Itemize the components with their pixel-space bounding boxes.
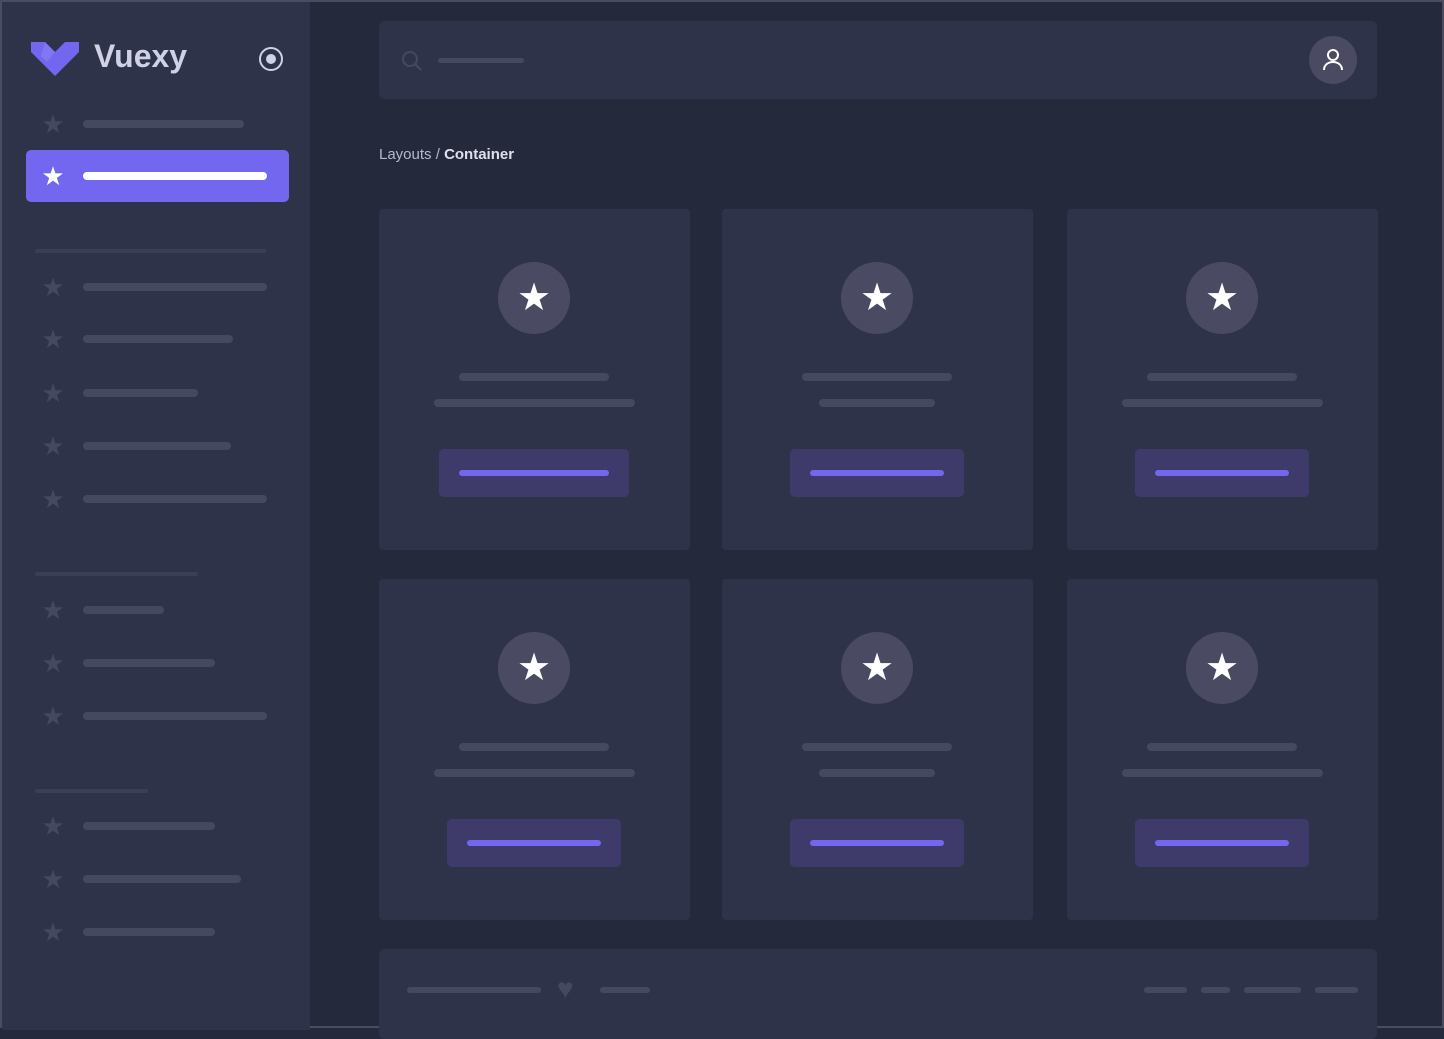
card-text <box>1121 769 1323 777</box>
star-icon: ★ <box>1186 632 1258 704</box>
search-icon[interactable] <box>401 50 423 72</box>
breadcrumb-current: Container <box>444 146 515 163</box>
card-text <box>1121 399 1323 407</box>
sidebar-item[interactable]: ★ <box>26 637 289 689</box>
footer-link[interactable] <box>1144 987 1187 993</box>
avatar[interactable] <box>1309 36 1357 84</box>
card-button[interactable] <box>439 449 629 497</box>
breadcrumb-parent[interactable]: Layouts <box>379 146 432 163</box>
sidebar: Vuexy ★ ★ ★ ★ ★ ★ ★ ★ ★ ★ ★ ★ ★ <box>2 2 310 1030</box>
sidebar-item[interactable]: ★ <box>26 800 289 852</box>
card: ★ <box>379 209 690 550</box>
card-text <box>819 769 935 777</box>
sidebar-item[interactable]: ★ <box>26 584 289 636</box>
card-button-label <box>1155 470 1289 476</box>
card: ★ <box>1067 579 1378 920</box>
card-button-label <box>467 840 601 846</box>
card: ★ <box>1067 209 1378 550</box>
card-title <box>802 743 952 751</box>
sidebar-item[interactable]: ★ <box>26 367 289 419</box>
card: ★ <box>722 579 1033 920</box>
card-button-label <box>459 470 609 476</box>
star-icon: ★ <box>41 161 65 191</box>
card-title <box>459 373 609 381</box>
card-button[interactable] <box>790 819 964 867</box>
vuexy-logo <box>31 42 79 76</box>
card-text <box>433 399 635 407</box>
star-icon: ★ <box>41 378 65 408</box>
card-text <box>433 769 635 777</box>
sidebar-item-label <box>83 495 267 503</box>
star-icon: ★ <box>41 864 65 894</box>
star-icon: ★ <box>41 811 65 841</box>
star-icon: ★ <box>498 262 570 334</box>
sidebar-item[interactable]: ★ <box>26 420 289 472</box>
top-navbar <box>379 21 1377 99</box>
sidebar-section-divider <box>35 789 148 793</box>
star-icon: ★ <box>41 648 65 678</box>
sidebar-item[interactable]: ★ <box>26 313 289 365</box>
card-title <box>1147 743 1297 751</box>
sidebar-item-label <box>83 822 215 830</box>
star-icon: ★ <box>41 431 65 461</box>
footer-link[interactable] <box>1315 987 1358 993</box>
search-input[interactable] <box>438 58 524 63</box>
card-button-label <box>810 840 944 846</box>
sidebar-item[interactable]: ★ <box>26 853 289 905</box>
sidebar-item-label <box>83 928 215 936</box>
brand-name: Vuexy <box>94 38 188 74</box>
sidebar-item-label <box>83 283 267 291</box>
card-button[interactable] <box>790 449 964 497</box>
card-title <box>1147 373 1297 381</box>
breadcrumb: Layouts / Container <box>379 146 514 163</box>
star-icon: ★ <box>41 917 65 947</box>
card-button[interactable] <box>1135 819 1309 867</box>
card-button[interactable] <box>447 819 621 867</box>
sidebar-item-label <box>83 120 244 128</box>
card-title <box>459 743 609 751</box>
star-icon: ★ <box>41 484 65 514</box>
star-icon: ★ <box>41 701 65 731</box>
sidebar-item-label <box>83 442 231 450</box>
sidebar-item-label <box>83 606 164 614</box>
footer-text <box>407 987 541 993</box>
card-title <box>802 373 952 381</box>
sidebar-item[interactable]: ★ <box>26 690 289 742</box>
star-icon: ★ <box>841 262 913 334</box>
sidebar-item[interactable]: ★ <box>26 150 289 202</box>
star-icon: ★ <box>1186 262 1258 334</box>
heart-icon: ♥ <box>557 973 574 1004</box>
star-icon: ★ <box>41 109 65 139</box>
card: ★ <box>722 209 1033 550</box>
footer-link[interactable] <box>1244 987 1301 993</box>
sidebar-section-divider <box>35 572 198 576</box>
footer: ♥ <box>379 949 1377 1039</box>
user-icon <box>1323 49 1343 71</box>
sidebar-item-label <box>83 389 198 397</box>
radio-circle-icon[interactable] <box>258 46 284 72</box>
card-button-label <box>1155 840 1289 846</box>
card: ★ <box>379 579 690 920</box>
sidebar-item-label <box>83 172 267 180</box>
star-icon: ★ <box>41 272 65 302</box>
card-text <box>819 399 935 407</box>
star-icon: ★ <box>841 632 913 704</box>
star-icon: ★ <box>41 595 65 625</box>
card-button[interactable] <box>1135 449 1309 497</box>
sidebar-item[interactable]: ★ <box>26 906 289 958</box>
star-icon: ★ <box>41 324 65 354</box>
sidebar-item-label <box>83 335 233 343</box>
breadcrumb-separator: / <box>431 146 445 163</box>
sidebar-item-label <box>83 712 267 720</box>
sidebar-section-divider <box>35 249 266 253</box>
sidebar-item[interactable]: ★ <box>26 261 289 313</box>
sidebar-item[interactable]: ★ <box>26 473 289 525</box>
card-button-label <box>810 470 944 476</box>
sidebar-item[interactable]: ★ <box>26 98 289 150</box>
sidebar-item-label <box>83 875 241 883</box>
footer-text <box>600 987 650 993</box>
footer-link[interactable] <box>1201 987 1230 993</box>
star-icon: ★ <box>498 632 570 704</box>
sidebar-item-label <box>83 659 215 667</box>
